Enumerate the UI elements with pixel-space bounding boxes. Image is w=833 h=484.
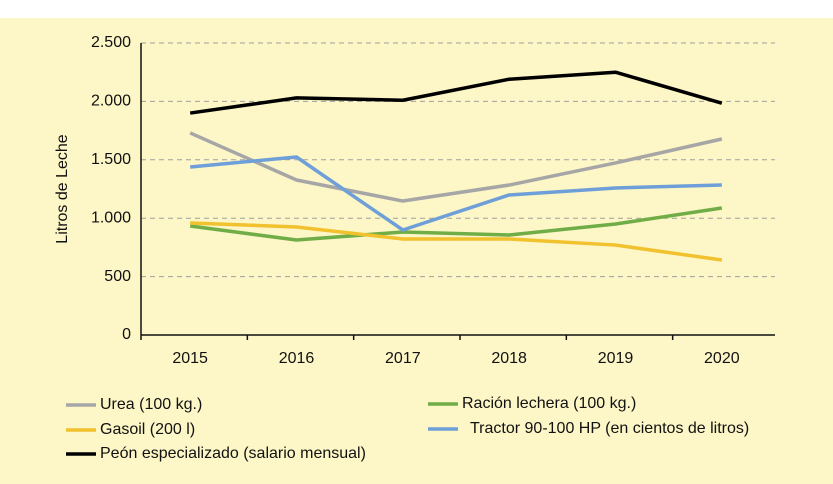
x-tick-label: 2017 bbox=[385, 350, 421, 367]
x-tick-label: 2019 bbox=[598, 350, 634, 367]
y-axis-label: Litros de Leche bbox=[54, 134, 71, 244]
y-tick-label: 2.000 bbox=[91, 93, 131, 110]
x-tick-label: 2018 bbox=[491, 350, 527, 367]
y-tick-label: 1.500 bbox=[91, 151, 131, 168]
y-tick-label: 500 bbox=[104, 268, 131, 285]
series-line bbox=[189, 70, 723, 115]
legend-label: Ración lechera (100 kg.) bbox=[462, 395, 636, 412]
y-tick-label: 0 bbox=[122, 326, 131, 343]
chart-background bbox=[0, 18, 833, 484]
x-tick-label: 2015 bbox=[172, 350, 208, 367]
x-tick-label: 2020 bbox=[704, 350, 740, 367]
series-line bbox=[189, 206, 723, 242]
y-tick-label: 2.500 bbox=[91, 34, 131, 51]
legend-label: Tractor 90-100 HP (en cientos de litros) bbox=[470, 420, 749, 437]
legend-label: Gasoil (200 l) bbox=[100, 421, 195, 438]
legend-label: Peón especializado (salario mensual) bbox=[100, 445, 366, 462]
series-line bbox=[189, 131, 723, 203]
legend-label: Urea (100 kg.) bbox=[100, 396, 202, 413]
series-line bbox=[190, 155, 722, 232]
series-line bbox=[190, 221, 723, 262]
x-tick-label: 2016 bbox=[279, 350, 315, 367]
y-tick-label: 1.000 bbox=[91, 209, 131, 226]
